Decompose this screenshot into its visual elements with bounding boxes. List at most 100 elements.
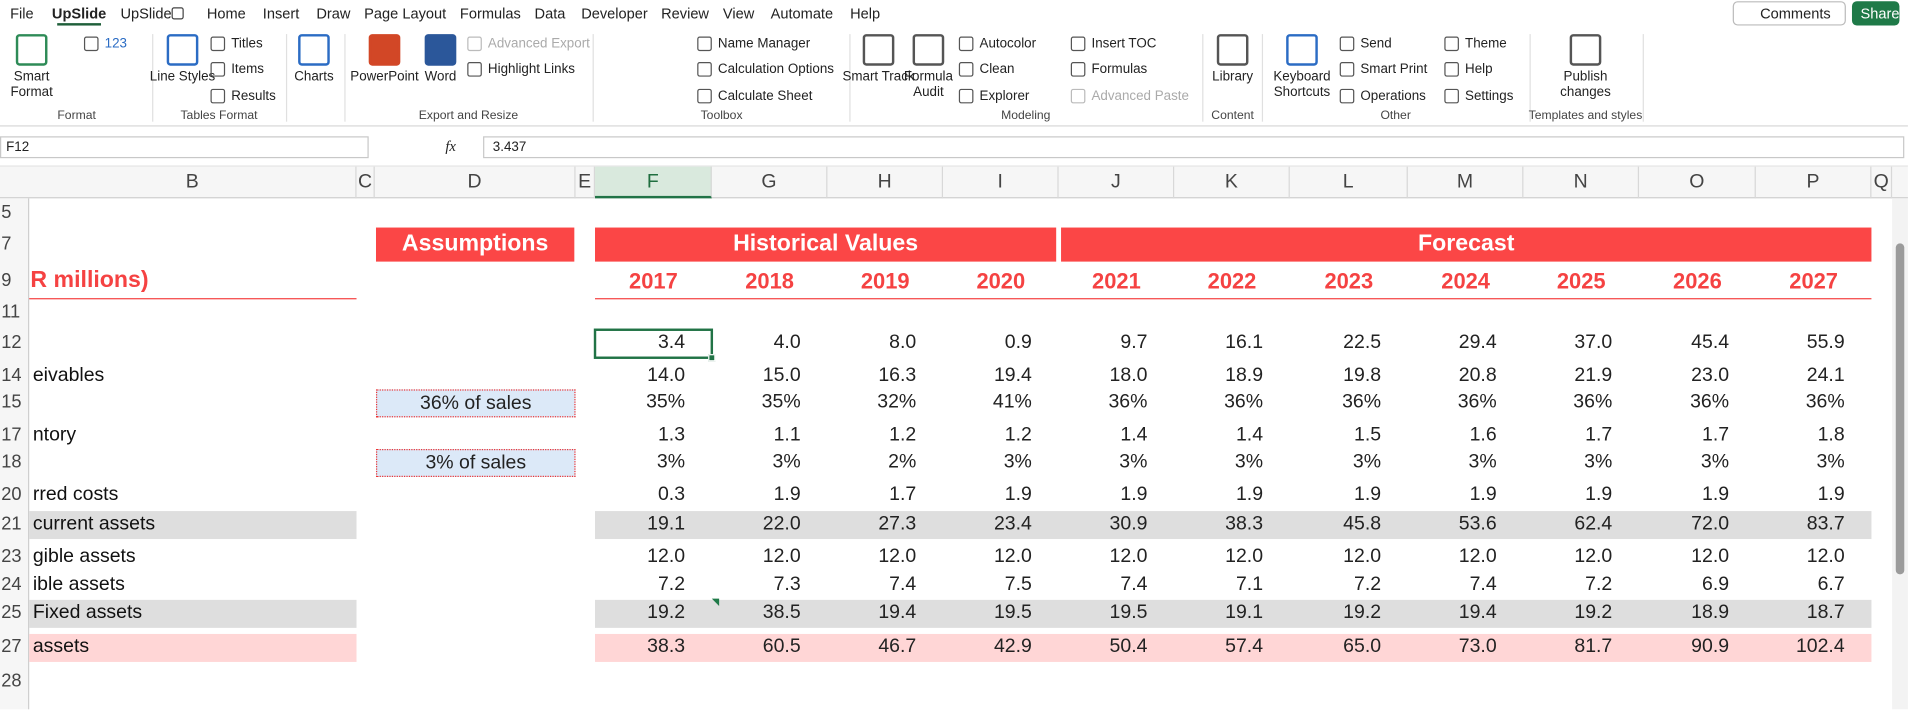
cell[interactable]: 12.0: [878, 546, 917, 568]
row-label[interactable]: eivables: [32, 365, 105, 386]
row-label[interactable]: current assets: [32, 513, 156, 535]
cell[interactable]: 1.7: [889, 484, 917, 505]
ribbon-tab[interactable]: Help: [850, 4, 881, 22]
cell[interactable]: 15.0: [762, 365, 801, 386]
ribbon-tab[interactable]: UpSlide: [120, 4, 172, 22]
ribbon-button[interactable]: Library: [1212, 69, 1254, 84]
cell[interactable]: 37.0: [1574, 332, 1613, 353]
cell[interactable]: 3%: [1119, 451, 1148, 473]
cell[interactable]: 19.4: [1458, 602, 1497, 624]
cell[interactable]: 19.1: [647, 513, 686, 535]
cell[interactable]: 1.9: [1120, 484, 1148, 505]
cell[interactable]: 73.0: [1458, 636, 1497, 658]
cell[interactable]: 12.0: [1109, 546, 1148, 568]
cell[interactable]: 45.4: [1691, 332, 1730, 353]
ribbon-small-button[interactable]: Smart Print: [1360, 62, 1428, 77]
cell[interactable]: 18.9: [1225, 365, 1264, 386]
cell[interactable]: 60.5: [762, 636, 801, 658]
ribbon-button[interactable]: PowerPoint: [350, 69, 419, 84]
ribbon-tab[interactable]: Data: [534, 4, 566, 22]
ribbon-button[interactable]: Formula Audit: [903, 69, 953, 100]
cell[interactable]: 12.0: [1806, 546, 1845, 568]
ribbon-small-button[interactable]: Name Manager: [717, 36, 811, 52]
cell[interactable]: 45.8: [1343, 513, 1382, 535]
cell[interactable]: 36%: [1108, 391, 1148, 413]
cell[interactable]: 12.0: [1225, 546, 1264, 568]
cell[interactable]: 20.8: [1458, 365, 1497, 386]
cell[interactable]: 3%: [1234, 451, 1264, 473]
cell[interactable]: 12.0: [993, 546, 1032, 568]
cell[interactable]: 36%: [1342, 391, 1382, 413]
ribbon-button[interactable]: Publish changes: [1560, 69, 1611, 100]
year-header[interactable]: 2019: [860, 268, 910, 294]
cell[interactable]: 53.6: [1458, 513, 1497, 535]
cell[interactable]: 7.4: [1469, 574, 1497, 596]
column-header[interactable]: J: [1059, 166, 1175, 199]
ribbon-button[interactable]: Line Styles: [149, 69, 216, 84]
cell[interactable]: 1.4: [1120, 424, 1148, 446]
row-header[interactable]: 24: [1, 574, 22, 596]
cell[interactable]: 55.9: [1806, 332, 1845, 353]
cell[interactable]: 6.7: [1817, 574, 1845, 596]
cell[interactable]: 6.9: [1701, 574, 1730, 596]
cell[interactable]: 3.4: [657, 332, 686, 353]
cell[interactable]: 12.0: [1343, 546, 1382, 568]
column-header[interactable]: O: [1639, 166, 1756, 199]
cell[interactable]: 19.2: [1343, 602, 1382, 624]
cell[interactable]: 0.9: [1004, 332, 1032, 353]
cell[interactable]: 3%: [1468, 451, 1497, 473]
cell[interactable]: 36%: [1573, 391, 1613, 413]
row-header[interactable]: 23: [1, 546, 22, 568]
cell[interactable]: 1.9: [1235, 484, 1264, 505]
ribbon-tab[interactable]: Home: [206, 4, 246, 22]
cell[interactable]: 36%: [1805, 391, 1845, 413]
cell[interactable]: 19.5: [993, 602, 1032, 624]
cell[interactable]: 36%: [1224, 391, 1264, 413]
cell[interactable]: 7.4: [1120, 574, 1148, 596]
ribbon-button[interactable]: Smart Track: [842, 69, 915, 84]
cell[interactable]: 1.5: [1353, 424, 1382, 446]
column-header[interactable]: C: [357, 166, 375, 199]
cell[interactable]: 3%: [1352, 451, 1382, 473]
cell[interactable]: 1.9: [1004, 484, 1032, 505]
cell[interactable]: 18.9: [1691, 602, 1730, 624]
cell[interactable]: 41%: [992, 391, 1032, 413]
cell[interactable]: 57.4: [1225, 636, 1264, 658]
year-header[interactable]: 2025: [1556, 268, 1606, 294]
year-header[interactable]: 2023: [1324, 268, 1374, 294]
assumption-input[interactable]: 3% of sales: [375, 448, 576, 477]
cell[interactable]: 72.0: [1691, 513, 1730, 535]
cell[interactable]: 36%: [1690, 391, 1730, 413]
year-header[interactable]: 2024: [1441, 268, 1490, 294]
year-header[interactable]: 2022: [1207, 268, 1257, 294]
cell[interactable]: 7.1: [1235, 574, 1264, 596]
scroll-thumb[interactable]: [1895, 243, 1905, 575]
row-label[interactable]: ntory: [32, 424, 77, 446]
ribbon-tab[interactable]: View: [722, 4, 755, 22]
ribbon-small-button[interactable]: Explorer: [979, 88, 1030, 104]
ribbon-small-button[interactable]: Items: [231, 62, 264, 77]
column-header[interactable]: M: [1408, 166, 1524, 199]
cell[interactable]: 35%: [761, 391, 801, 413]
cell[interactable]: 24.1: [1806, 365, 1845, 386]
row-header[interactable]: 27: [1, 636, 22, 658]
ribbon-tab[interactable]: Developer: [581, 4, 648, 22]
cell[interactable]: 19.1: [1225, 602, 1264, 624]
column-header[interactable]: Q: [1871, 166, 1893, 199]
cell[interactable]: 1.9: [1469, 484, 1497, 505]
row-header[interactable]: 20: [1, 484, 22, 505]
cell[interactable]: 90.9: [1691, 636, 1730, 658]
cell[interactable]: 8.0: [889, 332, 917, 353]
cell[interactable]: 46.7: [878, 636, 917, 658]
cell[interactable]: 7.2: [1585, 574, 1613, 596]
column-header[interactable]: I: [943, 166, 1059, 199]
cell[interactable]: 23.0: [1691, 365, 1730, 386]
cell[interactable]: 16.3: [878, 365, 917, 386]
column-header[interactable]: N: [1523, 166, 1640, 199]
cell[interactable]: 38.3: [647, 636, 686, 658]
ribbon-tab[interactable]: File: [10, 4, 34, 22]
column-header[interactable]: L: [1290, 166, 1408, 199]
column-header[interactable]: H: [827, 166, 944, 199]
cell[interactable]: 22.5: [1343, 332, 1382, 353]
cell[interactable]: 1.9: [1817, 484, 1845, 505]
